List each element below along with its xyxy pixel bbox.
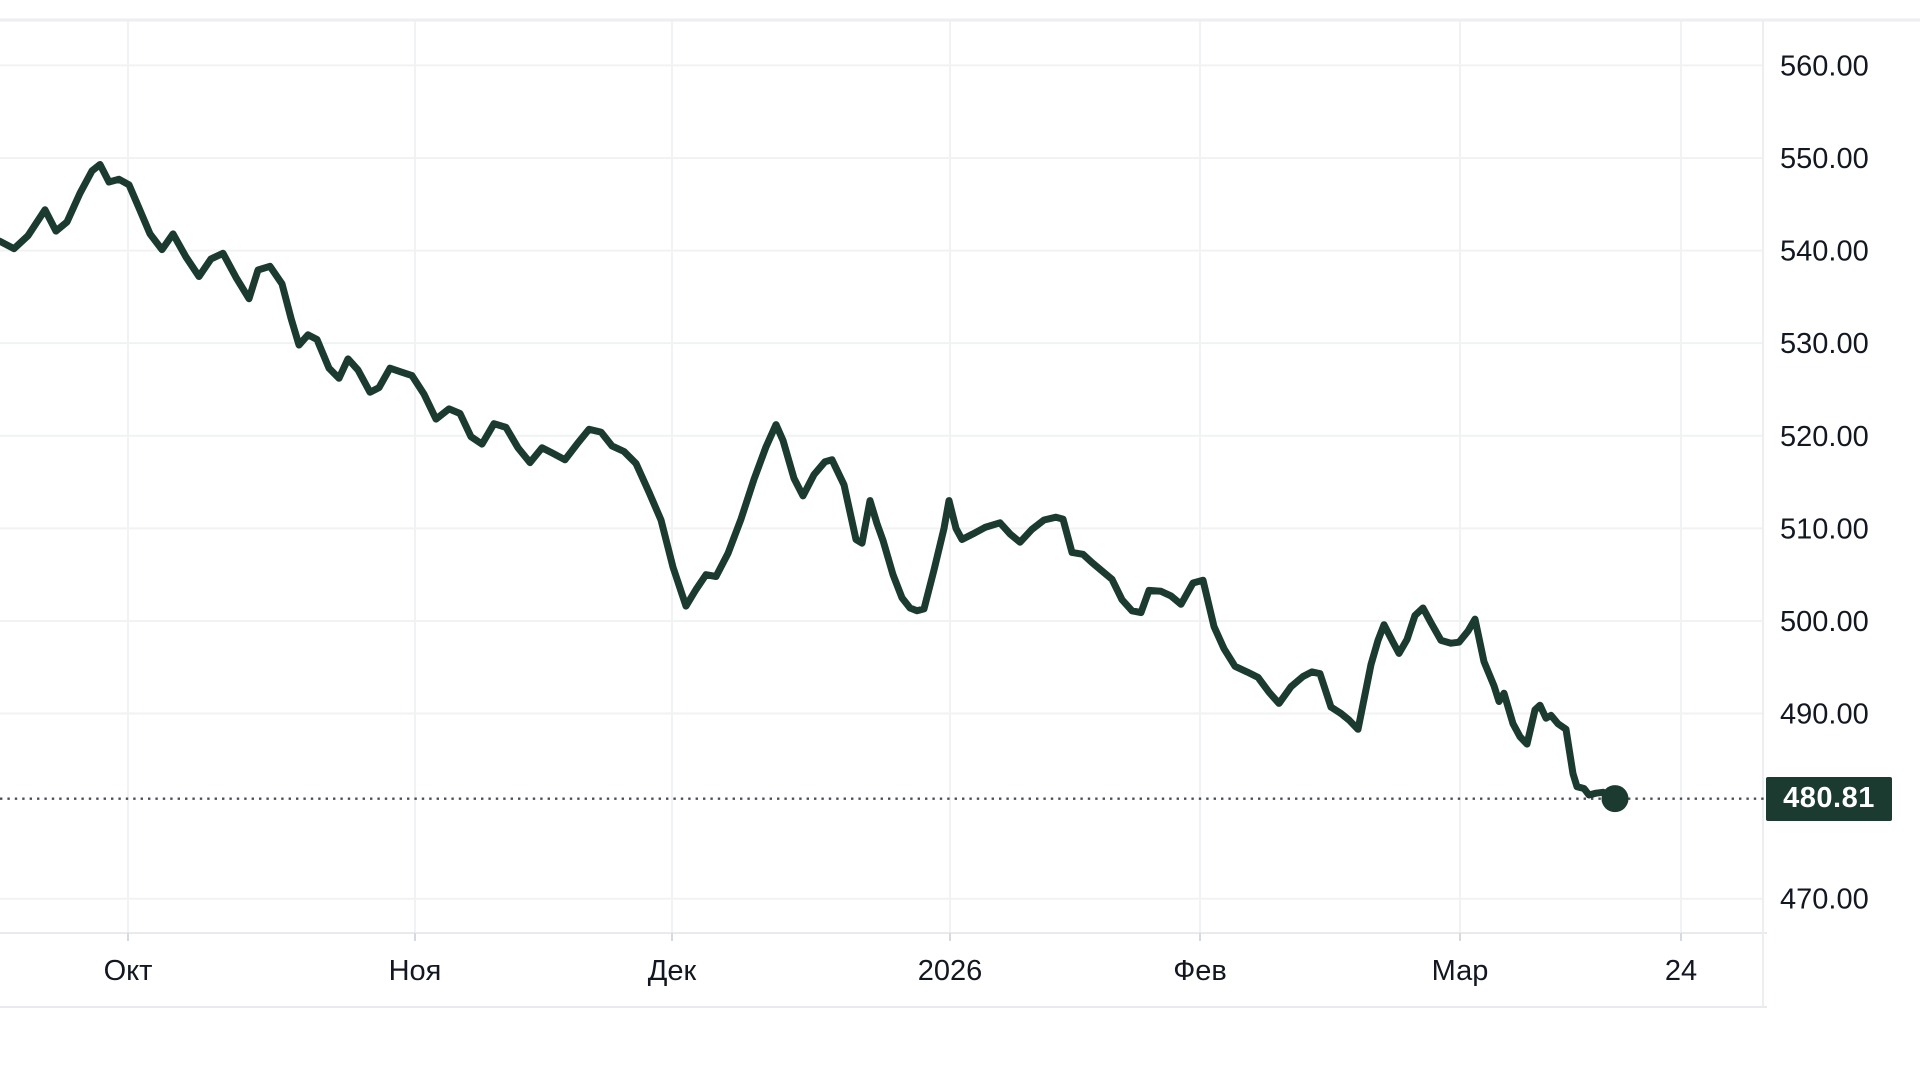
y-axis-label: 530.00 xyxy=(1780,328,1869,360)
y-axis-label: 520.00 xyxy=(1780,421,1869,453)
x-axis-label: Дек xyxy=(648,955,697,987)
last-price-badge: 480.81 xyxy=(1766,776,1892,821)
y-axis-label: 490.00 xyxy=(1780,699,1869,731)
x-axis-label: Окт xyxy=(104,955,153,987)
y-axis-label: 510.00 xyxy=(1780,513,1869,545)
x-axis-label: 2026 xyxy=(918,955,983,987)
x-axis-label: 24 xyxy=(1665,955,1697,987)
last-price-dot xyxy=(1601,785,1629,813)
y-axis-label: 550.00 xyxy=(1780,143,1869,175)
last-point-dot xyxy=(1601,785,1629,813)
price-line xyxy=(0,161,1619,803)
x-axis-label: Ноя xyxy=(389,955,442,987)
x-axis-label: Фев xyxy=(1173,955,1227,987)
axis-tick-marks xyxy=(127,933,1682,941)
y-axis-label: 540.00 xyxy=(1780,236,1869,268)
horizontal-gridlines xyxy=(0,64,1763,900)
x-axis-label: Мар xyxy=(1432,955,1489,987)
x-axis-time-scale[interactable]: Окт Ноя Дек 2026 Фев Мар 24 xyxy=(104,955,1698,987)
y-axis-label: 470.00 xyxy=(1780,884,1869,916)
y-axis-price-scale[interactable]: 560.00 550.00 540.00 530.00 520.00 510.00 500.… xyxy=(1780,50,1869,915)
y-axis-label: 500.00 xyxy=(1780,606,1869,638)
price-line-series xyxy=(0,161,1619,803)
panel-borders xyxy=(0,18,1920,1008)
y-axis-label: 560.00 xyxy=(1780,50,1869,82)
vertical-gridlines xyxy=(127,20,1682,933)
